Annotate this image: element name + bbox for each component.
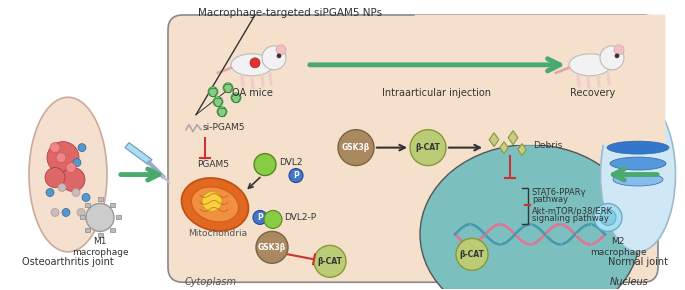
Circle shape [66,163,76,173]
Polygon shape [489,133,499,147]
Circle shape [213,97,223,107]
Text: β-CAT: β-CAT [460,250,484,259]
Circle shape [231,93,241,103]
Circle shape [56,153,66,163]
Text: Cytoplasm: Cytoplasm [185,277,237,287]
Text: OA mice: OA mice [232,88,273,98]
Circle shape [262,46,286,70]
Ellipse shape [191,187,238,222]
Circle shape [61,168,85,191]
Text: DVL2-P: DVL2-P [284,213,316,222]
Ellipse shape [420,145,640,290]
Text: M2
macrophage: M2 macrophage [590,238,647,257]
Polygon shape [116,215,121,220]
Circle shape [594,204,622,231]
Text: Macrophage-targeted siPGAM5 NPs: Macrophage-targeted siPGAM5 NPs [198,8,382,18]
Text: PGAM5: PGAM5 [197,160,229,169]
Circle shape [289,168,303,182]
Polygon shape [518,144,526,156]
Circle shape [600,209,616,225]
Circle shape [338,130,374,166]
Text: Akt-mTOR/p38/ERK: Akt-mTOR/p38/ERK [532,207,613,216]
Circle shape [254,154,276,175]
Text: Nucleus: Nucleus [609,277,648,287]
Circle shape [50,143,60,153]
Text: Intraarticular injection: Intraarticular injection [382,88,492,98]
Circle shape [202,191,222,211]
Circle shape [47,142,79,173]
FancyBboxPatch shape [168,15,658,282]
Text: pathway: pathway [532,195,568,204]
Text: Mitochondria: Mitochondria [188,229,247,238]
Text: signaling pathway: signaling pathway [532,214,609,223]
Circle shape [410,130,446,166]
Circle shape [250,58,260,68]
Ellipse shape [607,141,669,154]
Text: M1
macrophage: M1 macrophage [72,238,128,257]
Text: Osteoarthritis joint: Osteoarthritis joint [22,257,114,267]
Circle shape [256,231,288,263]
Circle shape [72,188,80,197]
Circle shape [217,107,227,117]
Text: STAT6-PPARγ: STAT6-PPARγ [532,188,586,197]
Ellipse shape [613,173,663,186]
Circle shape [58,184,66,191]
Circle shape [46,188,54,197]
Polygon shape [97,233,103,238]
Polygon shape [110,203,115,207]
Text: Debris: Debris [533,141,562,150]
Text: Normal joint: Normal joint [608,257,668,267]
Ellipse shape [569,54,611,76]
Ellipse shape [610,157,666,170]
Circle shape [456,238,488,270]
Polygon shape [508,131,518,145]
Circle shape [314,245,346,277]
Text: Recovery: Recovery [571,88,616,98]
Polygon shape [125,143,152,164]
Text: β-CAT: β-CAT [318,257,342,266]
Text: GSK3β: GSK3β [258,243,286,252]
Text: GSK3β: GSK3β [342,143,370,152]
Ellipse shape [182,178,249,231]
Circle shape [223,83,233,93]
Circle shape [614,45,624,55]
Polygon shape [500,142,508,154]
Text: si-PGAM5: si-PGAM5 [203,123,245,132]
Circle shape [208,87,218,97]
Circle shape [45,168,65,188]
Polygon shape [85,228,90,232]
Circle shape [600,46,624,70]
Polygon shape [110,228,115,232]
Circle shape [78,144,86,152]
Polygon shape [79,215,84,220]
Text: P: P [293,171,299,180]
Circle shape [264,211,282,229]
Circle shape [276,45,286,55]
Polygon shape [97,197,103,202]
Circle shape [253,211,267,224]
Ellipse shape [231,54,273,76]
Circle shape [615,54,619,58]
Polygon shape [85,203,90,207]
Circle shape [62,209,70,216]
Circle shape [277,54,281,58]
Ellipse shape [601,97,675,252]
Circle shape [73,159,81,166]
Text: DVL2: DVL2 [279,158,303,167]
Text: P: P [257,213,263,222]
FancyBboxPatch shape [414,15,665,145]
Circle shape [77,209,85,216]
Circle shape [86,204,114,231]
Circle shape [51,209,59,216]
Text: β-CAT: β-CAT [416,143,440,152]
Ellipse shape [29,97,107,252]
Circle shape [82,193,90,202]
